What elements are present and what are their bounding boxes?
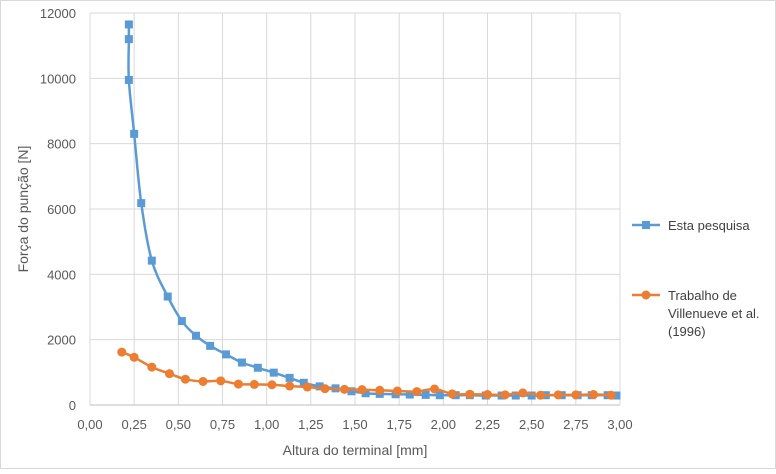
- data-point: [527, 391, 536, 400]
- data-point: [163, 292, 172, 301]
- data-point: [375, 385, 385, 395]
- data-point: [130, 129, 139, 138]
- data-point: [285, 373, 294, 382]
- legend: Esta pesquisa Trabalho de Villenueve et al…: [632, 218, 760, 339]
- x-tick-label: 1,75: [387, 417, 412, 432]
- y-tick-label: 2000: [47, 333, 76, 348]
- data-point: [216, 376, 226, 386]
- data-point: [237, 358, 246, 367]
- y-tick-label: 0: [69, 398, 76, 413]
- legend-label-2: Trabalho de Villenueve et al. (1996): [668, 288, 760, 339]
- data-point: [137, 199, 146, 208]
- x-tick-label: 0,25: [122, 417, 147, 432]
- gridlines: [89, 12, 621, 405]
- y-tick-label: 6000: [47, 202, 76, 217]
- data-point: [147, 362, 157, 372]
- data-point: [222, 350, 231, 359]
- data-point: [165, 369, 174, 379]
- data-point: [430, 384, 439, 394]
- x-tick-label: 1,00: [254, 417, 279, 432]
- x-tick-label: 1,25: [298, 417, 323, 432]
- data-point: [357, 385, 367, 395]
- data-point: [177, 317, 186, 326]
- data-point: [589, 390, 598, 400]
- data-point: [299, 378, 308, 387]
- series-layer: [117, 20, 621, 400]
- data-point: [249, 379, 259, 389]
- x-axis-title: Altura do terminal [mm]: [283, 442, 428, 458]
- data-point: [435, 391, 444, 400]
- data-point: [483, 390, 492, 400]
- data-point: [500, 390, 510, 400]
- data-point: [511, 391, 520, 400]
- data-point: [392, 386, 402, 396]
- data-point: [192, 331, 200, 340]
- x-tick-label: 2,25: [475, 417, 500, 432]
- data-point: [553, 390, 563, 400]
- x-tick-label: 0,75: [210, 417, 235, 432]
- data-point: [147, 256, 156, 265]
- data-point: [117, 347, 127, 357]
- data-point: [347, 387, 356, 396]
- y-tick-label: 8000: [47, 137, 76, 152]
- data-point: [129, 352, 139, 362]
- x-tick-label: 1,50: [342, 417, 367, 432]
- x-tick-label: 0,50: [166, 417, 191, 432]
- x-tick-label: 3,00: [607, 417, 632, 432]
- data-point: [269, 368, 278, 377]
- y-tick-label: 4000: [47, 267, 76, 282]
- data-point: [206, 341, 215, 350]
- data-point: [320, 384, 330, 394]
- data-point: [536, 390, 545, 400]
- data-point: [267, 380, 277, 390]
- x-tick-label: 2,50: [519, 417, 544, 432]
- data-point: [405, 390, 414, 399]
- data-point: [361, 389, 370, 398]
- legend-marker-1: [642, 221, 650, 229]
- data-point: [315, 382, 324, 391]
- data-point: [233, 379, 243, 389]
- legend-label-1: Esta pesquisa: [668, 218, 750, 233]
- data-point: [606, 390, 616, 400]
- data-point: [412, 387, 422, 397]
- data-point: [571, 390, 581, 400]
- data-point: [612, 391, 621, 400]
- data-point: [465, 389, 475, 399]
- x-tick-label: 2,00: [431, 417, 456, 432]
- data-point: [302, 382, 312, 392]
- legend-marker-2: [641, 290, 651, 300]
- data-point: [124, 75, 133, 84]
- data-point: [124, 35, 133, 44]
- data-point: [421, 390, 430, 399]
- data-point: [124, 20, 133, 29]
- data-point: [253, 363, 262, 372]
- data-point: [447, 389, 457, 399]
- y-tick-label: 12000: [40, 6, 76, 21]
- x-tick-label: 0,00: [77, 417, 102, 432]
- data-point: [180, 374, 190, 384]
- y-tick-label: 10000: [40, 71, 76, 86]
- data-point: [339, 384, 349, 394]
- data-point: [285, 381, 295, 391]
- data-point: [198, 376, 208, 386]
- y-axis-title: Força do punção [N]: [15, 146, 31, 273]
- axes: 0,00 0,25 0,50 0,75 1,00 1,25 1,50 1,75 2,00 2,25…: [40, 6, 633, 432]
- x-tick-label: 2,75: [563, 417, 588, 432]
- data-point: [518, 388, 528, 398]
